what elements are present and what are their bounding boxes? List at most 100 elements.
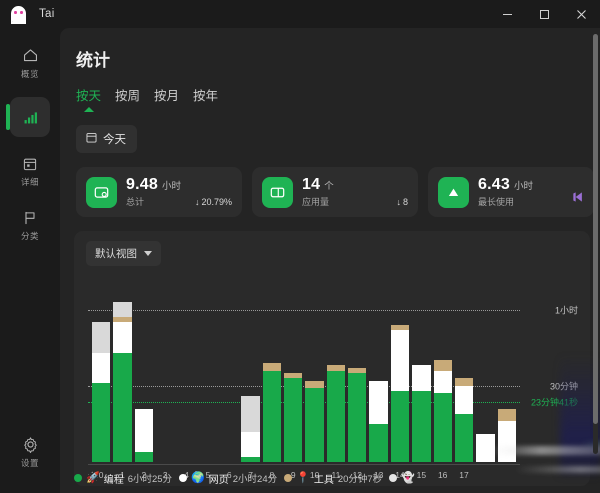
bar-column[interactable] xyxy=(326,279,346,462)
sidebar-item-settings[interactable]: 设置 xyxy=(0,429,60,475)
bar-column[interactable] xyxy=(177,279,195,462)
bar-column[interactable] xyxy=(92,279,111,462)
bar-column[interactable] xyxy=(412,279,431,462)
legend-color-dot xyxy=(179,474,188,482)
tab-by-month[interactable]: 按月 xyxy=(154,89,180,103)
minimize-button[interactable] xyxy=(489,0,526,28)
tab-by-week[interactable]: 按周 xyxy=(115,89,141,103)
bar-segment xyxy=(241,395,260,432)
today-button-label: 今天 xyxy=(103,134,126,146)
stat-card-app-count[interactable]: 14 个 应用量 ↓ 8 xyxy=(252,167,418,217)
bar-column[interactable] xyxy=(433,279,452,462)
bar-column[interactable] xyxy=(497,279,516,462)
view-select[interactable]: 默认视图 xyxy=(86,241,161,266)
chart-legend: 🚀 编程 6小时25分 🌍 网页 2小时24分 📍 工具 20分钟7秒 👻 xyxy=(74,469,590,487)
reference-line xyxy=(88,401,520,403)
bar-column[interactable] xyxy=(134,279,154,462)
sidebar: 概览 详细 xyxy=(0,28,60,493)
view-select-label: 默认视图 xyxy=(95,248,137,260)
bar-column[interactable] xyxy=(476,279,495,462)
stat-unit: 小时 xyxy=(513,181,533,192)
bar-column[interactable] xyxy=(113,279,132,462)
legend-emoji-icon: 🌍 xyxy=(191,471,205,484)
vertical-scrollbar[interactable] xyxy=(593,34,598,454)
legend-value: 6小时25分 xyxy=(127,474,173,485)
active-indicator xyxy=(6,104,10,130)
x-axis-tick: 10 xyxy=(309,470,320,480)
today-button[interactable]: 今天 xyxy=(76,125,137,153)
sidebar-item-settings-label: 设置 xyxy=(20,458,39,468)
calendar-icon xyxy=(22,154,38,173)
page-title: 统计 xyxy=(76,51,110,70)
window-controls xyxy=(489,0,600,28)
stat-value: 6.43 xyxy=(478,176,510,193)
stat-delta-value: 8 xyxy=(402,196,408,207)
bar-column[interactable] xyxy=(262,279,282,462)
close-button[interactable] xyxy=(563,0,600,28)
maximize-button[interactable] xyxy=(526,0,563,28)
bar-column[interactable] xyxy=(156,279,174,462)
legend-value: 2小时24分 xyxy=(232,474,278,485)
bar-column[interactable] xyxy=(199,279,217,462)
bar-column[interactable] xyxy=(305,279,324,462)
reference-line xyxy=(88,385,520,387)
bar-segment xyxy=(305,380,324,389)
stat-label: 总计 xyxy=(126,197,145,207)
bar-segment xyxy=(241,456,260,462)
bar-column[interactable] xyxy=(220,279,238,462)
legend-item[interactable]: 👻 xyxy=(389,472,415,484)
legend-item[interactable]: 🌍 网页 2小时24分 xyxy=(179,471,277,486)
bar-segment xyxy=(454,413,474,462)
reference-line-label: 30分钟 xyxy=(549,381,578,392)
x-axis: 0 1 2 3 4 5 6 7 8 9 10 11 12 13 14 15 16 17 xyxy=(88,464,520,486)
legend-item[interactable]: 🚀 编程 6小时25分 xyxy=(74,471,172,486)
stat-unit: 个 xyxy=(324,181,334,192)
bar-segment xyxy=(113,301,132,318)
bar-segment xyxy=(241,431,260,457)
bar-column[interactable] xyxy=(284,279,303,462)
bar-chart: 1小时 30分钟 23分钟41秒 0 1 2 3 4 5 6 7 8 9 10 11 12 13 14 15 16 1… xyxy=(74,273,590,486)
legend-emoji-icon: 📍 xyxy=(296,471,310,484)
title-bar: Tai xyxy=(0,0,600,28)
chart-bars xyxy=(88,279,520,462)
bar-segment xyxy=(433,370,452,394)
legend-color-dot xyxy=(284,474,293,482)
tab-by-year[interactable]: 按年 xyxy=(193,89,219,103)
triangle-icon xyxy=(438,176,469,208)
down-arrow-icon: ↓ xyxy=(396,196,401,207)
bar-segment xyxy=(92,352,111,384)
bar-segment xyxy=(326,370,346,462)
bar-segment xyxy=(113,352,132,462)
bar-segment xyxy=(497,408,516,422)
ghost-icon xyxy=(11,5,29,24)
bar-column[interactable] xyxy=(369,279,388,462)
x-axis-tick: 5 xyxy=(205,470,211,480)
legend-label: 编程 xyxy=(103,474,124,486)
scrollbar-thumb[interactable] xyxy=(593,34,598,424)
reference-line xyxy=(88,309,520,311)
sidebar-item-statistics[interactable] xyxy=(0,94,60,140)
sidebar-item-detail[interactable]: 详细 xyxy=(0,148,60,194)
sidebar-item-category[interactable]: 分类 xyxy=(0,202,60,248)
tab-by-day[interactable]: 按天 xyxy=(76,85,101,111)
bar-column[interactable] xyxy=(454,279,474,462)
bar-segment xyxy=(390,329,410,391)
bar-column[interactable] xyxy=(241,279,260,462)
x-axis-tick: 12 xyxy=(352,470,363,480)
stat-cards: 9.48 小时 总计 ↓ 20.79% xyxy=(76,167,600,217)
bar-segment xyxy=(262,362,282,371)
x-axis-tick: 13 xyxy=(373,470,384,480)
stat-card-longest-use[interactable]: 6.43 小时 最长使用 xyxy=(428,167,594,217)
bar-segment xyxy=(305,388,324,462)
bar-column[interactable] xyxy=(390,279,410,462)
bar-segment xyxy=(412,390,431,462)
x-axis-tick: 0 xyxy=(98,470,104,480)
sidebar-item-overview[interactable]: 概览 xyxy=(0,40,60,86)
bar-column[interactable] xyxy=(348,279,367,462)
sidebar-item-overview-label: 概览 xyxy=(20,69,39,79)
x-axis-tick: 1 xyxy=(120,470,125,480)
bar-segment xyxy=(113,322,132,353)
stat-card-total[interactable]: 9.48 小时 总计 ↓ 20.79% xyxy=(76,167,242,217)
app-title: Tai xyxy=(39,8,55,20)
legend-item[interactable]: 📍 工具 20分钟7秒 xyxy=(284,471,382,486)
